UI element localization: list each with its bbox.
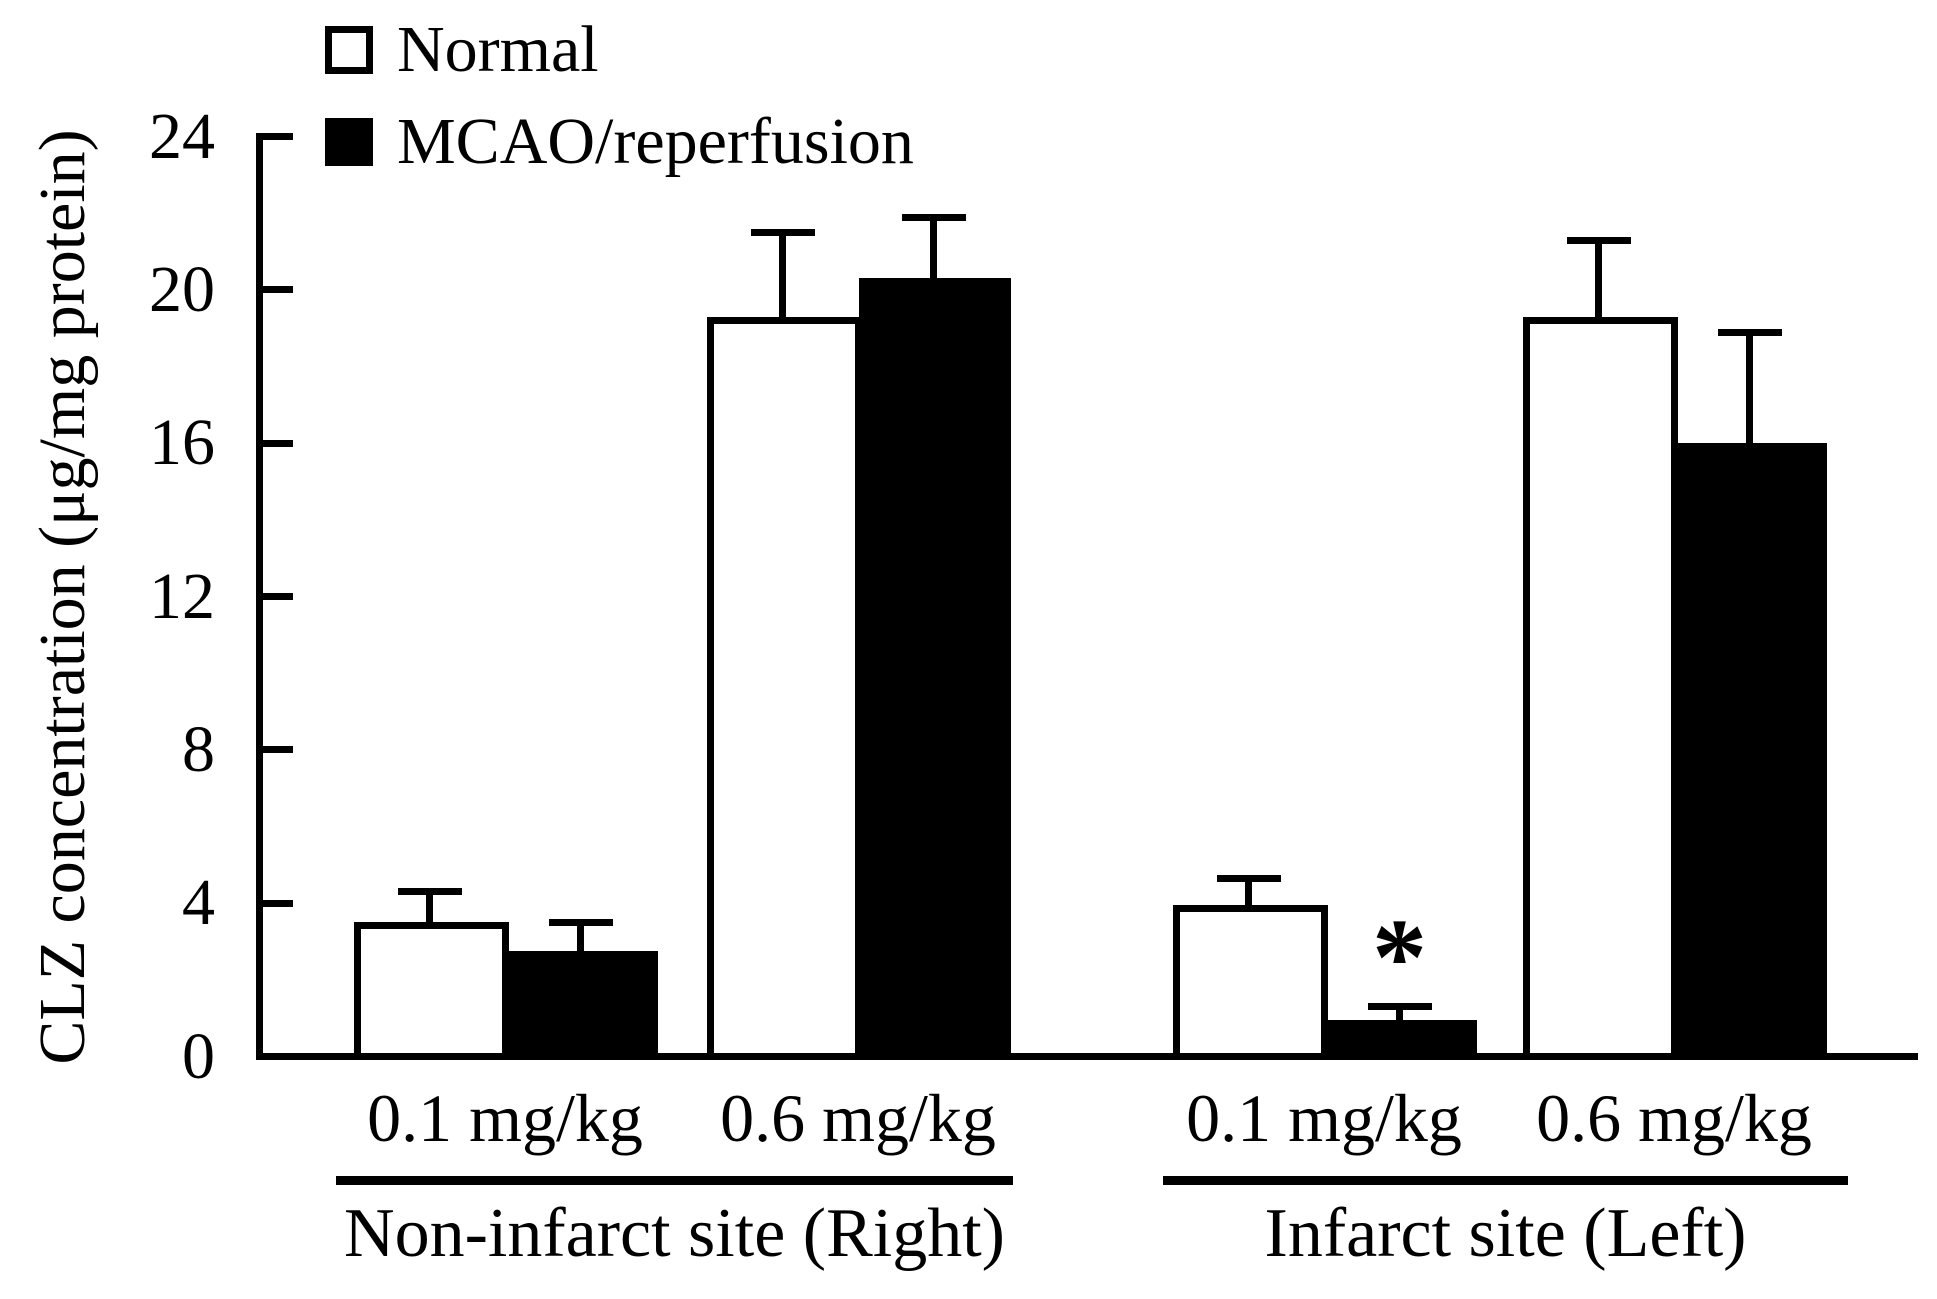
error-bar-cap [1216,874,1281,882]
error-bar-stem [1396,1006,1403,1021]
y-tick-label: 20 [149,252,215,326]
error-bar-cap [750,228,815,236]
y-tick [263,746,293,754]
error-bar-stem [1245,878,1252,906]
error-bar-cap [1717,328,1782,336]
y-tick-label: 12 [149,559,215,633]
site-underline [1163,1176,1848,1185]
significance-asterisk: * [1372,895,1427,1018]
bar-mcao-reperfusion [859,278,1011,1060]
error-bar-stem [577,922,584,952]
bar-mcao-reperfusion [1675,443,1827,1060]
bar-normal [354,922,509,1060]
y-tick-label: 16 [149,406,215,480]
error-bar-stem [779,232,786,317]
dose-label: 0.6 mg/kg [1536,1080,1812,1156]
legend-label-normal: Normal [397,13,599,86]
error-bar-stem [1746,332,1753,444]
y-tick [263,899,293,907]
bar-mcao-reperfusion [506,951,658,1060]
y-tick [263,133,293,141]
dose-label: 0.6 mg/kg [720,1080,996,1156]
y-axis-line [256,133,263,1060]
error-bar-stem [1595,240,1602,317]
y-tick-label: 8 [182,712,215,786]
y-tick [263,593,293,601]
y-tick-label: 4 [182,866,215,940]
y-tick [263,1053,293,1060]
error-bar-stem [426,891,433,923]
legend-label-mcao-reperfusion: MCAO/reperfusion [397,105,914,178]
legend-row-normal: Normal [325,13,914,86]
y-tick [263,439,293,447]
dose-label: 0.1 mg/kg [367,1080,643,1156]
y-tick [263,286,293,294]
error-bar-cap [1367,1003,1432,1011]
error-bar-cap [548,918,613,926]
legend: Normal MCAO/reperfusion [325,13,914,209]
error-bar-stem [930,217,937,279]
bar-normal [1523,316,1678,1060]
legend-row-mcao: MCAO/reperfusion [325,105,914,178]
error-bar-cap [901,213,966,221]
y-tick-label: 24 [149,99,215,173]
legend-swatch-normal [325,26,373,74]
site-label: Non-infarct site (Right) [344,1195,1005,1272]
legend-swatch-mcao-reperfusion [325,118,373,166]
bar-mcao-reperfusion [1325,1020,1477,1060]
site-label: Infarct site (Left) [1264,1195,1747,1272]
dose-label: 0.1 mg/kg [1186,1080,1462,1156]
error-bar-cap [397,888,462,896]
x-axis-line [256,1053,1918,1060]
y-tick-label: 0 [182,1019,215,1093]
error-bar-cap [1566,236,1631,244]
site-underline [336,1176,1013,1185]
bar-normal [1173,905,1328,1060]
bar-normal [707,316,862,1060]
